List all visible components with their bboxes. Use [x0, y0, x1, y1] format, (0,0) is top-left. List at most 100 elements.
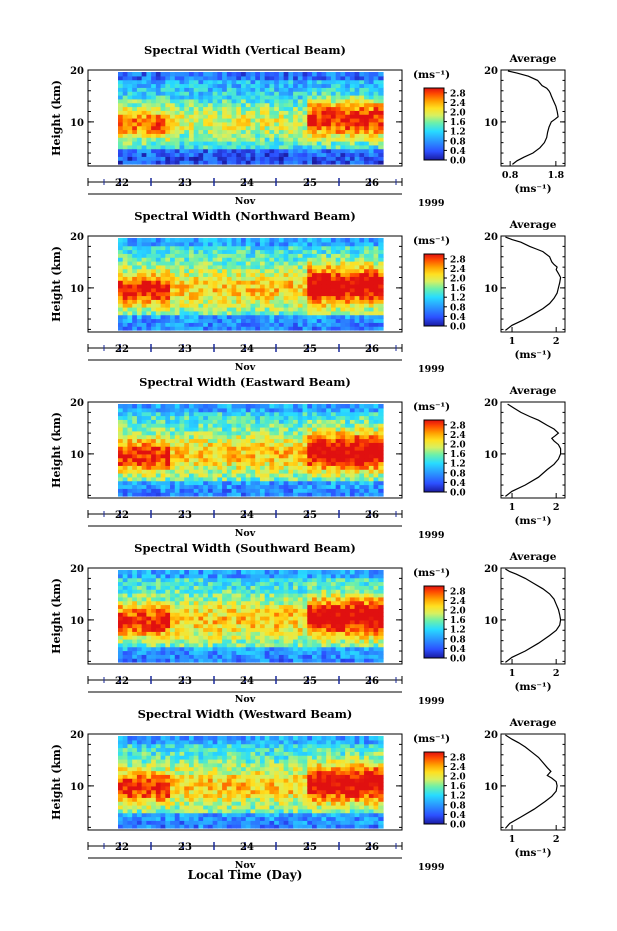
- heatmap-cell: [207, 291, 214, 297]
- heatmap-cell: [316, 156, 323, 161]
- heatmap-cell: [255, 125, 261, 131]
- heatmap-cell: [321, 310, 327, 316]
- heatmap-cell: [255, 121, 261, 127]
- heatmap-cell: [359, 314, 365, 320]
- heatmap-cell: [321, 465, 327, 470]
- heatmap-cell: [188, 434, 195, 440]
- heatmap-cell: [373, 310, 379, 316]
- heatmap-cell: [293, 118, 299, 123]
- heatmap-cell: [293, 160, 299, 165]
- heatmap-cell: [174, 492, 181, 497]
- heatmap-cell: [283, 430, 289, 436]
- heatmap-cell: [307, 318, 313, 323]
- heatmap-cell: [207, 415, 214, 420]
- heatmap-cell: [269, 114, 275, 119]
- heatmap-cell: [193, 129, 200, 134]
- heatmap-cell: [165, 264, 171, 270]
- heatmap-cell: [165, 654, 171, 659]
- heatmap-cell: [264, 156, 271, 161]
- heatmap-cell: [250, 118, 256, 123]
- heatmap-cell: [151, 650, 157, 655]
- heatmap-cell: [293, 276, 299, 281]
- heatmap-cell: [184, 125, 190, 131]
- heatmap-cell: [274, 415, 280, 420]
- heatmap-cell: [274, 249, 280, 254]
- heatmap-cell: [345, 488, 351, 493]
- heatmap-cell: [368, 144, 375, 150]
- heatmap-cell: [302, 72, 308, 77]
- heatmap-cell: [193, 133, 200, 138]
- heatmap-cell: [217, 442, 223, 447]
- heatmap-cell: [307, 118, 313, 123]
- heatmap-cell: [241, 623, 247, 629]
- heatmap-cell: [316, 238, 323, 243]
- heatmap-cell: [141, 310, 147, 316]
- heatmap-cell: [179, 238, 185, 243]
- heatmap-cell: [241, 619, 247, 625]
- heatmap-cell: [368, 473, 375, 478]
- heatmap-cell: [198, 114, 204, 119]
- heatmap-cell: [316, 268, 323, 274]
- heatmap-cell: [349, 152, 356, 157]
- heatmap-cell: [170, 434, 176, 440]
- heatmap-cell: [326, 291, 332, 297]
- heatmap-cell: [307, 326, 313, 331]
- heatmap-cell: [179, 438, 185, 443]
- heatmap-cell: [165, 488, 171, 493]
- heatmap-cell: [373, 488, 379, 493]
- heatmap-cell: [312, 98, 318, 104]
- heatmap-cell: [155, 268, 162, 274]
- heatmap-cell: [141, 411, 147, 417]
- heatmap-cell: [141, 577, 147, 583]
- heatmap-cell: [226, 118, 233, 123]
- heatmap-cell: [288, 473, 294, 478]
- heatmap-cell: [203, 450, 209, 455]
- heatmap-cell: [278, 141, 285, 146]
- heatmap-cell: [146, 141, 152, 146]
- heatmap-cell: [349, 442, 356, 447]
- heatmap-cell: [274, 118, 280, 123]
- heatmap-cell: [207, 450, 214, 455]
- heatmap-cell: [368, 438, 375, 443]
- heatmap-cell: [160, 473, 166, 478]
- heatmap-cell: [203, 253, 209, 258]
- heatmap-cell: [136, 570, 143, 575]
- heatmap-cell: [278, 488, 285, 493]
- heatmap-cell: [349, 314, 356, 320]
- heatmap-cell: [236, 303, 242, 308]
- heatmap-cell: [226, 453, 233, 459]
- heatmap-cell: [174, 318, 181, 323]
- heatmap-cell: [226, 238, 233, 243]
- heatmap-cell: [170, 476, 176, 482]
- heatmap-cell: [264, 238, 271, 243]
- heatmap-cell: [188, 141, 195, 146]
- heatmap-cell: [241, 593, 247, 598]
- heatmap-cell: [146, 257, 152, 262]
- heatmap-cell: [184, 307, 190, 312]
- heatmap-cell: [132, 658, 138, 663]
- heatmap-cell: [170, 95, 176, 100]
- heatmap-cell: [373, 245, 379, 251]
- heatmap-cell: [278, 268, 285, 274]
- heatmap-cell: [250, 415, 256, 420]
- heatmap-cell: [245, 102, 252, 108]
- heatmap-cell: [118, 326, 124, 331]
- heatmap-cell: [354, 102, 360, 108]
- heatmap-cell: [170, 268, 176, 274]
- heatmap-cell: [302, 268, 308, 274]
- heatmap-cell: [373, 430, 379, 436]
- heatmap-cell: [188, 639, 195, 644]
- heatmap-cell: [345, 253, 351, 258]
- heatmap-cell: [193, 314, 200, 320]
- heatmap-cell: [146, 148, 152, 154]
- heatmap-cell: [236, 438, 242, 443]
- heatmap-cell: [151, 264, 157, 270]
- heatmap-cell: [312, 160, 318, 165]
- heatmap-cell: [359, 98, 365, 104]
- heatmap-cell: [349, 102, 356, 108]
- heatmap-cell: [335, 427, 342, 432]
- heatmap-cell: [345, 95, 351, 100]
- heatmap-cell: [345, 291, 351, 297]
- heatmap-cell: [359, 442, 365, 447]
- heatmap-cell: [132, 639, 138, 644]
